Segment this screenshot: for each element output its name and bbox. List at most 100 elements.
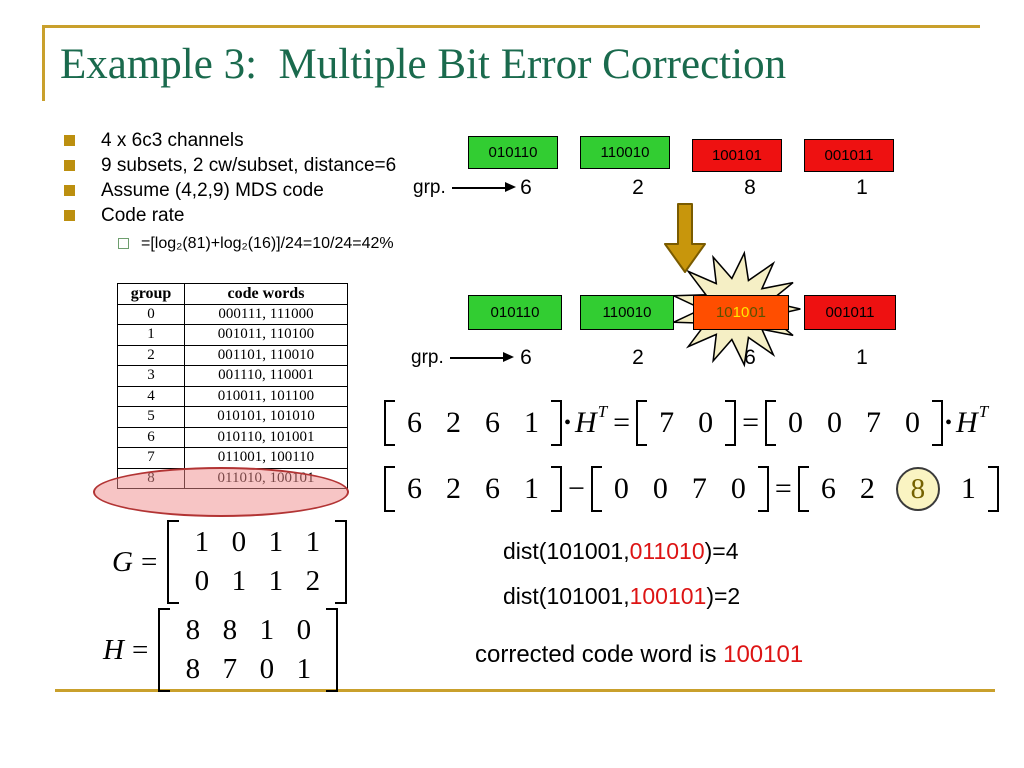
sub-bullet-item: =[log₂(81)+log₂(16)]/24=10/24=42% <box>62 234 462 253</box>
bullet-text: 4 x 6c3 channels <box>101 130 244 151</box>
words-cell: 011001, 100110 <box>184 447 348 469</box>
matrix-cell: 1 <box>194 526 210 558</box>
down-arrow-icon <box>664 203 706 273</box>
group-cell: 2 <box>117 344 185 366</box>
bracket <box>384 466 395 512</box>
codeword-part: 10 <box>715 304 733 321</box>
group-cell: 4 <box>117 385 185 407</box>
group-cell: 1 <box>117 324 185 346</box>
vector-value: 2 <box>859 472 875 505</box>
bullet-item: 4 x 6c3 channels <box>62 130 462 152</box>
highlight-ellipse <box>93 467 349 517</box>
top-accent-line <box>42 25 980 28</box>
codeword-box: 110010 <box>580 295 674 330</box>
parity-check-matrix: H = 8 8 1 0 8 7 0 1 <box>103 608 339 692</box>
transpose-superscript: T <box>597 402 608 421</box>
group-number: 2 <box>632 176 644 199</box>
matrix-symbol: G <box>112 545 133 578</box>
matrix-cell: 8 <box>222 614 238 646</box>
bracket <box>636 400 648 446</box>
codeword-value: 100101 <box>711 147 763 164</box>
sub-bullet-square-icon <box>118 238 129 249</box>
sub-bullet-text: =[log₂(81)+log₂(16)]/24=10/24=42% <box>141 235 394 252</box>
slide-title: Example 3: Multiple Bit Error Correction <box>60 41 787 88</box>
bracket <box>590 466 602 512</box>
vector-value: 1 <box>524 472 539 505</box>
vector-value: 0 <box>613 472 629 505</box>
group-number: 8 <box>744 176 756 199</box>
bullet-list: 4 x 6c3 channels 9 subsets, 2 cw/subset,… <box>62 130 462 253</box>
words-cell: 000111, 111000 <box>184 303 348 325</box>
vector-value: 7 <box>659 406 675 439</box>
codeword-value: 001011 <box>824 147 874 164</box>
table-row: 6 010110, 101001 <box>117 426 348 448</box>
matrix-cell: 1 <box>231 565 247 597</box>
table-header-row: group code words <box>117 283 348 305</box>
distance-line: dist(101001,011010)=4 <box>503 538 739 565</box>
vector-value: 0 <box>652 472 668 505</box>
left-accent-line <box>42 25 45 101</box>
bracket <box>158 608 171 692</box>
vector-value: 0 <box>905 406 920 439</box>
bracket <box>797 466 809 512</box>
vector-value: 1 <box>524 406 539 439</box>
codeword-box: 110010 <box>580 136 670 169</box>
codeword-value: 110010 <box>602 304 652 321</box>
matrix-cell: 0 <box>194 565 210 597</box>
correction-equation: 6 2 6 1 − 0 0 7 0 = 6 2 8 1 <box>384 466 999 512</box>
table-row: 5 010101, 101010 <box>117 406 348 428</box>
group-number: 1 <box>856 176 868 199</box>
bracket <box>765 400 776 446</box>
matrix-grid: 8 8 1 0 8 7 0 1 <box>170 611 326 689</box>
grp-label: grp. <box>411 347 444 368</box>
flipped-bits: 10 <box>732 304 750 321</box>
dist-codeword: 011010 <box>629 538 705 564</box>
bullet-item: Code rate <box>62 205 462 227</box>
minus-sign: − <box>568 472 585 505</box>
codeword-value: 001011 <box>825 304 875 321</box>
vector-value: 7 <box>691 472 707 505</box>
bracket <box>987 466 999 512</box>
codeword-table: group code words 0 000111, 111000 1 001011… <box>117 283 348 489</box>
matrix-cell: 0 <box>231 526 247 558</box>
table-row: 3 001110, 110001 <box>117 365 348 387</box>
group-number: 6 <box>744 346 756 369</box>
group-cell: 7 <box>117 447 185 469</box>
matrix-cell: 1 <box>296 653 312 685</box>
vector-value: 0 <box>730 472 746 505</box>
words-cell: 010110, 101001 <box>184 426 348 448</box>
bracket <box>384 400 395 446</box>
grp-arrowhead-icon <box>505 182 516 192</box>
words-cell: 001101, 110010 <box>184 344 348 366</box>
words-cell: 010011, 101100 <box>184 385 348 407</box>
column-header: code words <box>184 283 348 305</box>
matrix-cell: 2 <box>305 565 321 597</box>
column-header: group <box>117 283 185 305</box>
vector-value: 0 <box>698 406 714 439</box>
words-cell: 001011, 110100 <box>184 324 348 346</box>
vector-value: 2 <box>446 406 461 439</box>
group-number: 6 <box>520 176 532 199</box>
matrix-cell: 1 <box>268 526 284 558</box>
matrix-symbol: H <box>575 406 597 439</box>
corrected-codeword: 100101 <box>723 641 804 668</box>
bullet-text: 9 subsets, 2 cw/subset, distance=6 <box>101 155 397 176</box>
matrix-cell: 0 <box>259 653 275 685</box>
dist-suffix: )=2 <box>706 583 741 609</box>
distance-line: dist(101001,100101)=2 <box>503 583 740 610</box>
matrix-grid: 1 0 1 1 0 1 1 2 <box>179 523 335 601</box>
syndrome-equation: 6 2 6 1 • H T = 7 0 = 0 0 7 0 • H T <box>384 400 988 446</box>
codeword-box: 001011 <box>804 295 896 330</box>
codeword-value: 110010 <box>600 144 650 161</box>
grp-arrow-icon <box>452 187 507 189</box>
bracket <box>167 520 180 604</box>
matrix-cell: 0 <box>296 614 312 646</box>
bullet-item: Assume (4,2,9) MDS code <box>62 180 462 202</box>
dist-suffix: )=4 <box>704 538 739 564</box>
group-cell: 0 <box>117 303 185 325</box>
equals-sign: = <box>742 406 759 439</box>
group-number: 1 <box>856 346 868 369</box>
codeword-box: 010110 <box>468 136 558 169</box>
vector-value: 0 <box>827 406 842 439</box>
bullet-square-icon <box>64 185 75 196</box>
